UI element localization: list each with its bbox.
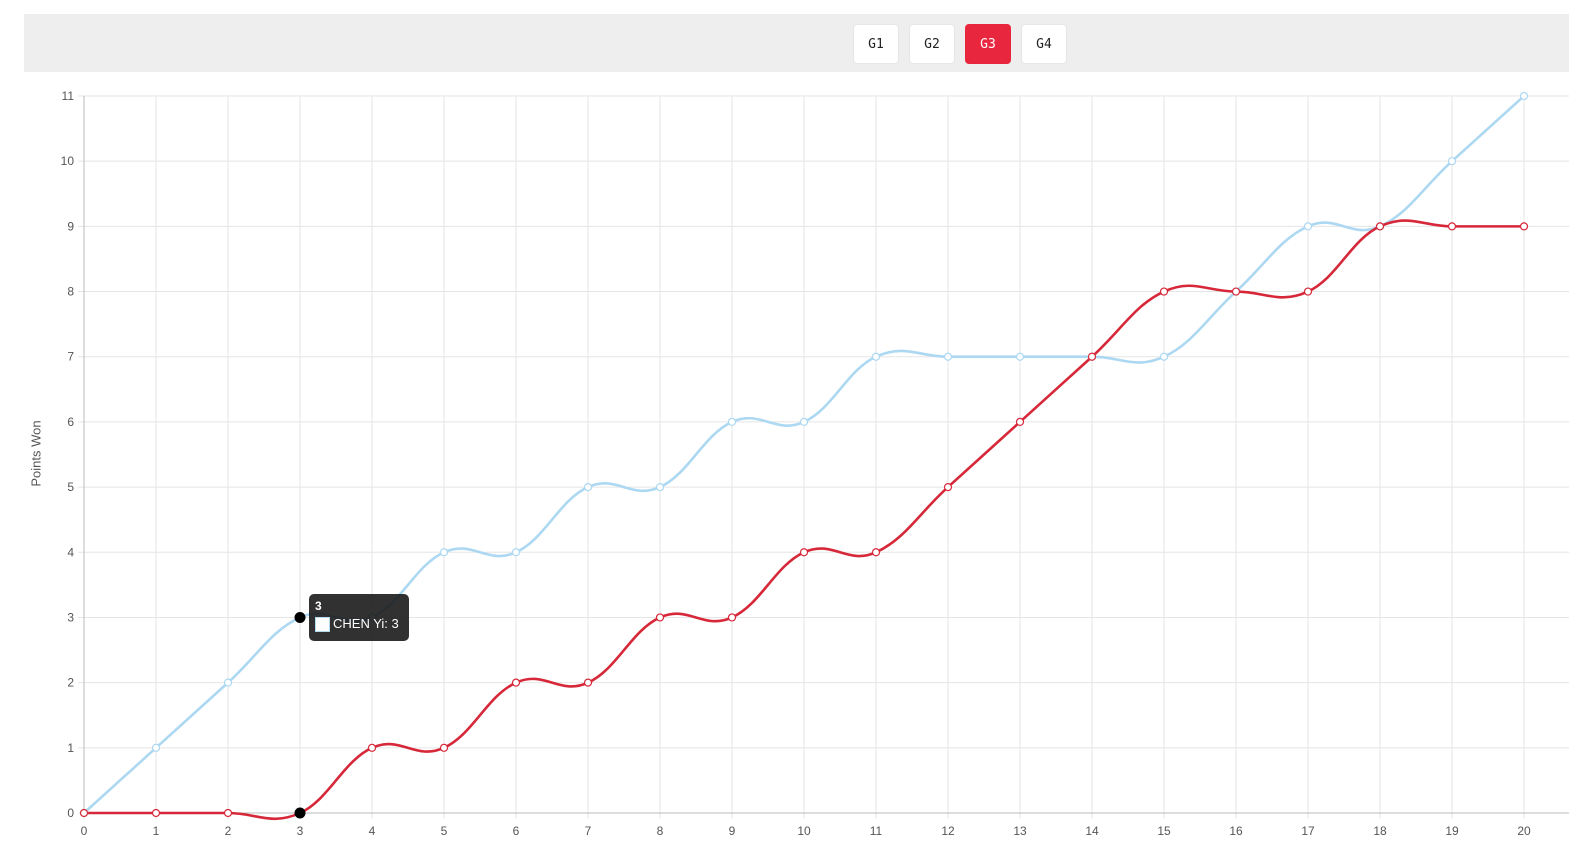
x-tick-label: 1	[153, 824, 160, 838]
tab-g3[interactable]: G3	[965, 24, 1011, 64]
data-point	[1159, 352, 1169, 361]
x-tick-label: 9	[729, 824, 736, 838]
data-point	[1303, 222, 1313, 231]
data-point	[1303, 287, 1313, 296]
y-tick-label: 2	[67, 676, 74, 690]
y-tick-label: 7	[67, 350, 74, 364]
data-point	[79, 808, 89, 818]
game-tabs: G1 G2 G3 G4	[853, 24, 1067, 64]
data-point	[871, 352, 881, 361]
x-tick-label: 0	[81, 824, 88, 838]
x-tick-label: 10	[797, 824, 811, 838]
data-point	[583, 482, 593, 492]
game-tab-bar	[24, 14, 1569, 72]
data-point	[655, 613, 665, 622]
data-point	[943, 482, 953, 492]
data-point	[1015, 417, 1025, 427]
data-point	[151, 743, 161, 752]
tab-g4[interactable]: G4	[1021, 24, 1067, 64]
data-point	[151, 808, 161, 818]
tab-g1[interactable]: G1	[853, 24, 899, 64]
x-tick-label: 17	[1301, 824, 1315, 838]
x-tick-label: 5	[441, 824, 448, 838]
data-point	[511, 678, 521, 687]
tooltip-row: CHEN Yi: 3	[315, 615, 403, 633]
data-point	[727, 417, 737, 427]
x-tick-label: 14	[1085, 824, 1099, 838]
data-point	[1087, 352, 1097, 361]
data-point	[1375, 222, 1385, 231]
grid-lines	[78, 95, 1569, 819]
data-point	[223, 678, 233, 687]
data-point	[655, 482, 665, 492]
tooltip-title: 3	[315, 599, 322, 613]
y-tick-labels: 0 1 2 3 4 5 6 7 8 9 10 11	[61, 89, 75, 820]
x-tick-label: 20	[1517, 824, 1531, 838]
x-tick-label: 11	[870, 824, 883, 838]
y-tick-label: 3	[67, 610, 74, 624]
x-tick-label: 12	[941, 824, 955, 838]
data-point	[583, 678, 593, 687]
hover-point	[294, 807, 306, 819]
data-point	[223, 808, 233, 818]
y-tick-label: 9	[67, 219, 74, 233]
y-tick-label: 10	[61, 154, 75, 168]
data-point	[1015, 352, 1025, 361]
y-tick-label: 0	[67, 806, 74, 820]
y-tick-label: 5	[67, 480, 74, 494]
y-tick-label: 1	[67, 741, 74, 755]
y-tick-label: 8	[67, 285, 74, 299]
data-point	[1447, 157, 1457, 166]
hover-tooltip: 3 CHEN Yi: 3	[309, 594, 409, 641]
x-tick-label: 2	[225, 824, 232, 838]
x-tick-label: 15	[1157, 824, 1171, 838]
x-tick-labels: 0 1 2 3 4 5 6 7 8 9 10 11 12 13 14 15 16 17 18 19 20	[81, 824, 1531, 838]
data-point	[943, 352, 953, 361]
x-tick-label: 13	[1013, 824, 1027, 838]
y-tick-label: 6	[67, 415, 74, 429]
data-point	[439, 743, 449, 752]
data-point	[799, 548, 809, 557]
data-point	[1231, 287, 1241, 296]
data-point	[511, 548, 521, 557]
x-tick-label: 3	[297, 824, 304, 838]
data-point	[799, 417, 809, 427]
data-point	[367, 743, 377, 752]
y-tick-label: 4	[67, 545, 74, 559]
data-point	[727, 613, 737, 622]
hover-point	[294, 611, 306, 623]
tooltip-label: CHEN Yi: 3	[333, 616, 399, 631]
data-point	[1447, 222, 1457, 231]
x-tick-label: 7	[585, 824, 592, 838]
data-point	[1159, 287, 1169, 296]
x-tick-label: 4	[369, 824, 376, 838]
data-point	[439, 548, 449, 557]
data-point	[1519, 91, 1529, 101]
x-tick-label: 6	[513, 824, 520, 838]
series-points	[79, 91, 1529, 819]
x-tick-label: 8	[657, 824, 664, 838]
data-point	[1519, 222, 1529, 231]
tooltip-swatch	[315, 616, 330, 632]
x-tick-label: 19	[1445, 824, 1459, 838]
data-point	[871, 548, 881, 557]
x-tick-label: 18	[1373, 824, 1387, 838]
tab-g2[interactable]: G2	[909, 24, 955, 64]
x-tick-label: 16	[1229, 824, 1243, 838]
axes	[83, 96, 1569, 814]
y-tick-label: 11	[62, 89, 75, 103]
